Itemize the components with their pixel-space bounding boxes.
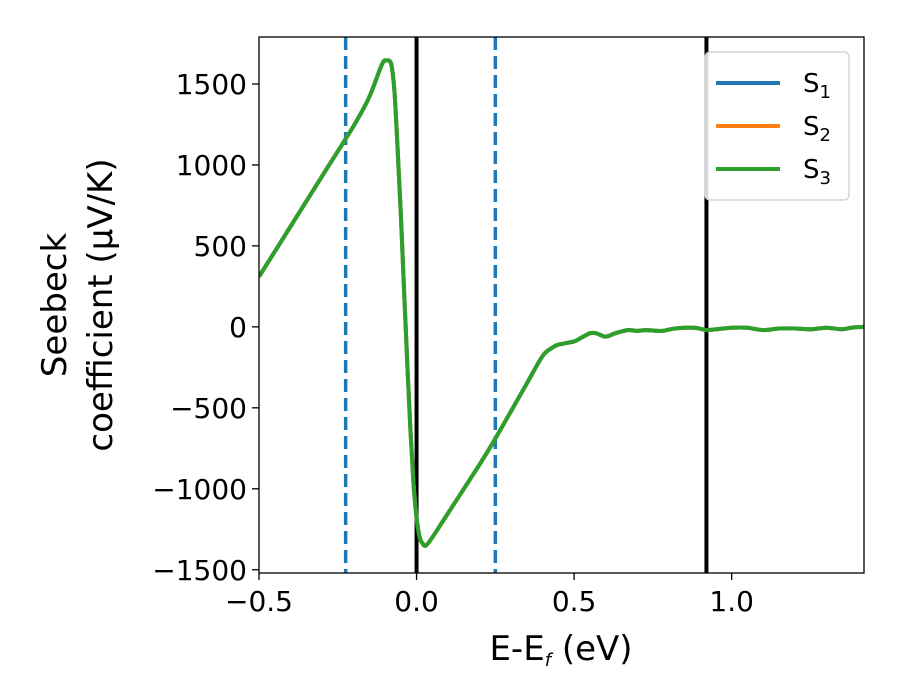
y-tick-label: −1000 bbox=[152, 473, 247, 506]
vertical-lines bbox=[343, 37, 709, 573]
y-axis-label-line-1: Seebeck bbox=[35, 233, 75, 378]
x-axis-label: E-Ef (eV) bbox=[489, 629, 632, 671]
series-line-3 bbox=[259, 58, 864, 548]
y-tick-label: 0 bbox=[229, 311, 247, 344]
plot-frame bbox=[258, 36, 865, 574]
x-tick-label: 0.5 bbox=[552, 585, 597, 618]
legend-label-1: S1 bbox=[803, 69, 831, 103]
y-tick-label: 1500 bbox=[176, 68, 247, 101]
x-tick-label: 1.0 bbox=[709, 585, 754, 618]
x-tick-label: 0.0 bbox=[394, 585, 439, 618]
legend-label-2: S2 bbox=[803, 112, 831, 146]
y-tick-label: −1500 bbox=[152, 554, 247, 587]
x-tick-label: −0.5 bbox=[225, 585, 293, 618]
y-axis-ticks: −1500 −1000 −500 0 500 1000 1500 bbox=[152, 68, 259, 587]
legend: S1 S2 S3 bbox=[704, 51, 850, 201]
y-tick-label: 1000 bbox=[176, 149, 247, 182]
x-axis-ticks: −0.5 0.0 0.5 1.0 bbox=[225, 573, 754, 618]
y-tick-label: −500 bbox=[170, 392, 247, 425]
y-axis-label-line-2: coefficient (μV/K) bbox=[81, 158, 121, 451]
legend-label-3: S3 bbox=[803, 155, 831, 189]
y-tick-label: 500 bbox=[194, 230, 247, 263]
data-curves bbox=[259, 58, 864, 548]
